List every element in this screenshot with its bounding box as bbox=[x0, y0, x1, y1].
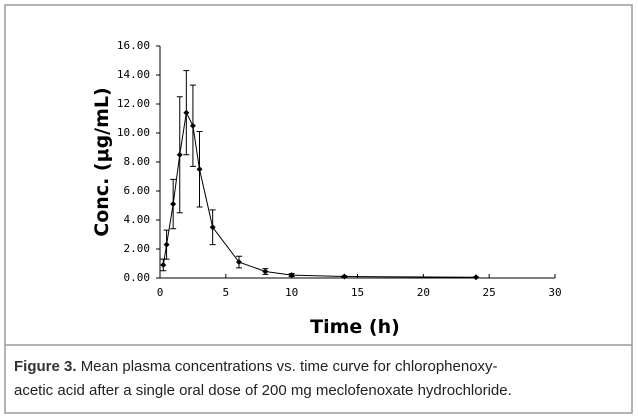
data-point bbox=[288, 272, 295, 279]
y-tick-label: 16.00 bbox=[117, 39, 150, 52]
data-point bbox=[473, 274, 479, 281]
y-tick-label: 14.00 bbox=[117, 68, 150, 81]
data-point bbox=[183, 109, 190, 116]
y-tick-label: 6.00 bbox=[124, 184, 151, 197]
y-tick-label: 2.00 bbox=[124, 242, 151, 255]
y-axis-label: Conc. (μg/mL) bbox=[91, 87, 113, 236]
x-tick-label: 30 bbox=[548, 286, 561, 299]
caption-text: Mean plasma concentrations vs. time curv… bbox=[81, 358, 498, 375]
x-tick-label: 0 bbox=[157, 286, 164, 299]
y-tick-label: 4.00 bbox=[124, 213, 151, 226]
x-tick-label: 25 bbox=[483, 286, 496, 299]
data-line bbox=[162, 111, 477, 278]
data-point bbox=[189, 122, 196, 129]
y-tick-label: 0.00 bbox=[124, 271, 151, 284]
x-tick-label: 20 bbox=[417, 286, 430, 299]
data-point bbox=[176, 151, 183, 158]
figure-border bbox=[4, 4, 633, 414]
x-axis-label: Time (h) bbox=[310, 316, 400, 338]
y-tick-label: 12.00 bbox=[117, 97, 150, 110]
caption-line: Figure 3. Mean plasma concentrations vs.… bbox=[14, 358, 498, 375]
y-tick-label: 8.00 bbox=[124, 155, 151, 168]
data-point bbox=[209, 224, 216, 231]
y-tick-label: 10.00 bbox=[117, 126, 150, 139]
data-point bbox=[341, 273, 348, 280]
data-point bbox=[262, 268, 269, 275]
x-tick-label: 10 bbox=[285, 286, 298, 299]
data-point bbox=[196, 166, 203, 173]
data-point bbox=[163, 241, 170, 248]
x-tick-label: 5 bbox=[223, 286, 230, 299]
x-tick-label: 15 bbox=[351, 286, 364, 299]
caption-label: Figure 3. bbox=[14, 358, 77, 375]
data-point bbox=[170, 201, 177, 208]
data-point bbox=[160, 261, 167, 268]
data-point bbox=[236, 259, 242, 266]
caption-text: acetic acid after a single oral dose of … bbox=[14, 382, 512, 399]
